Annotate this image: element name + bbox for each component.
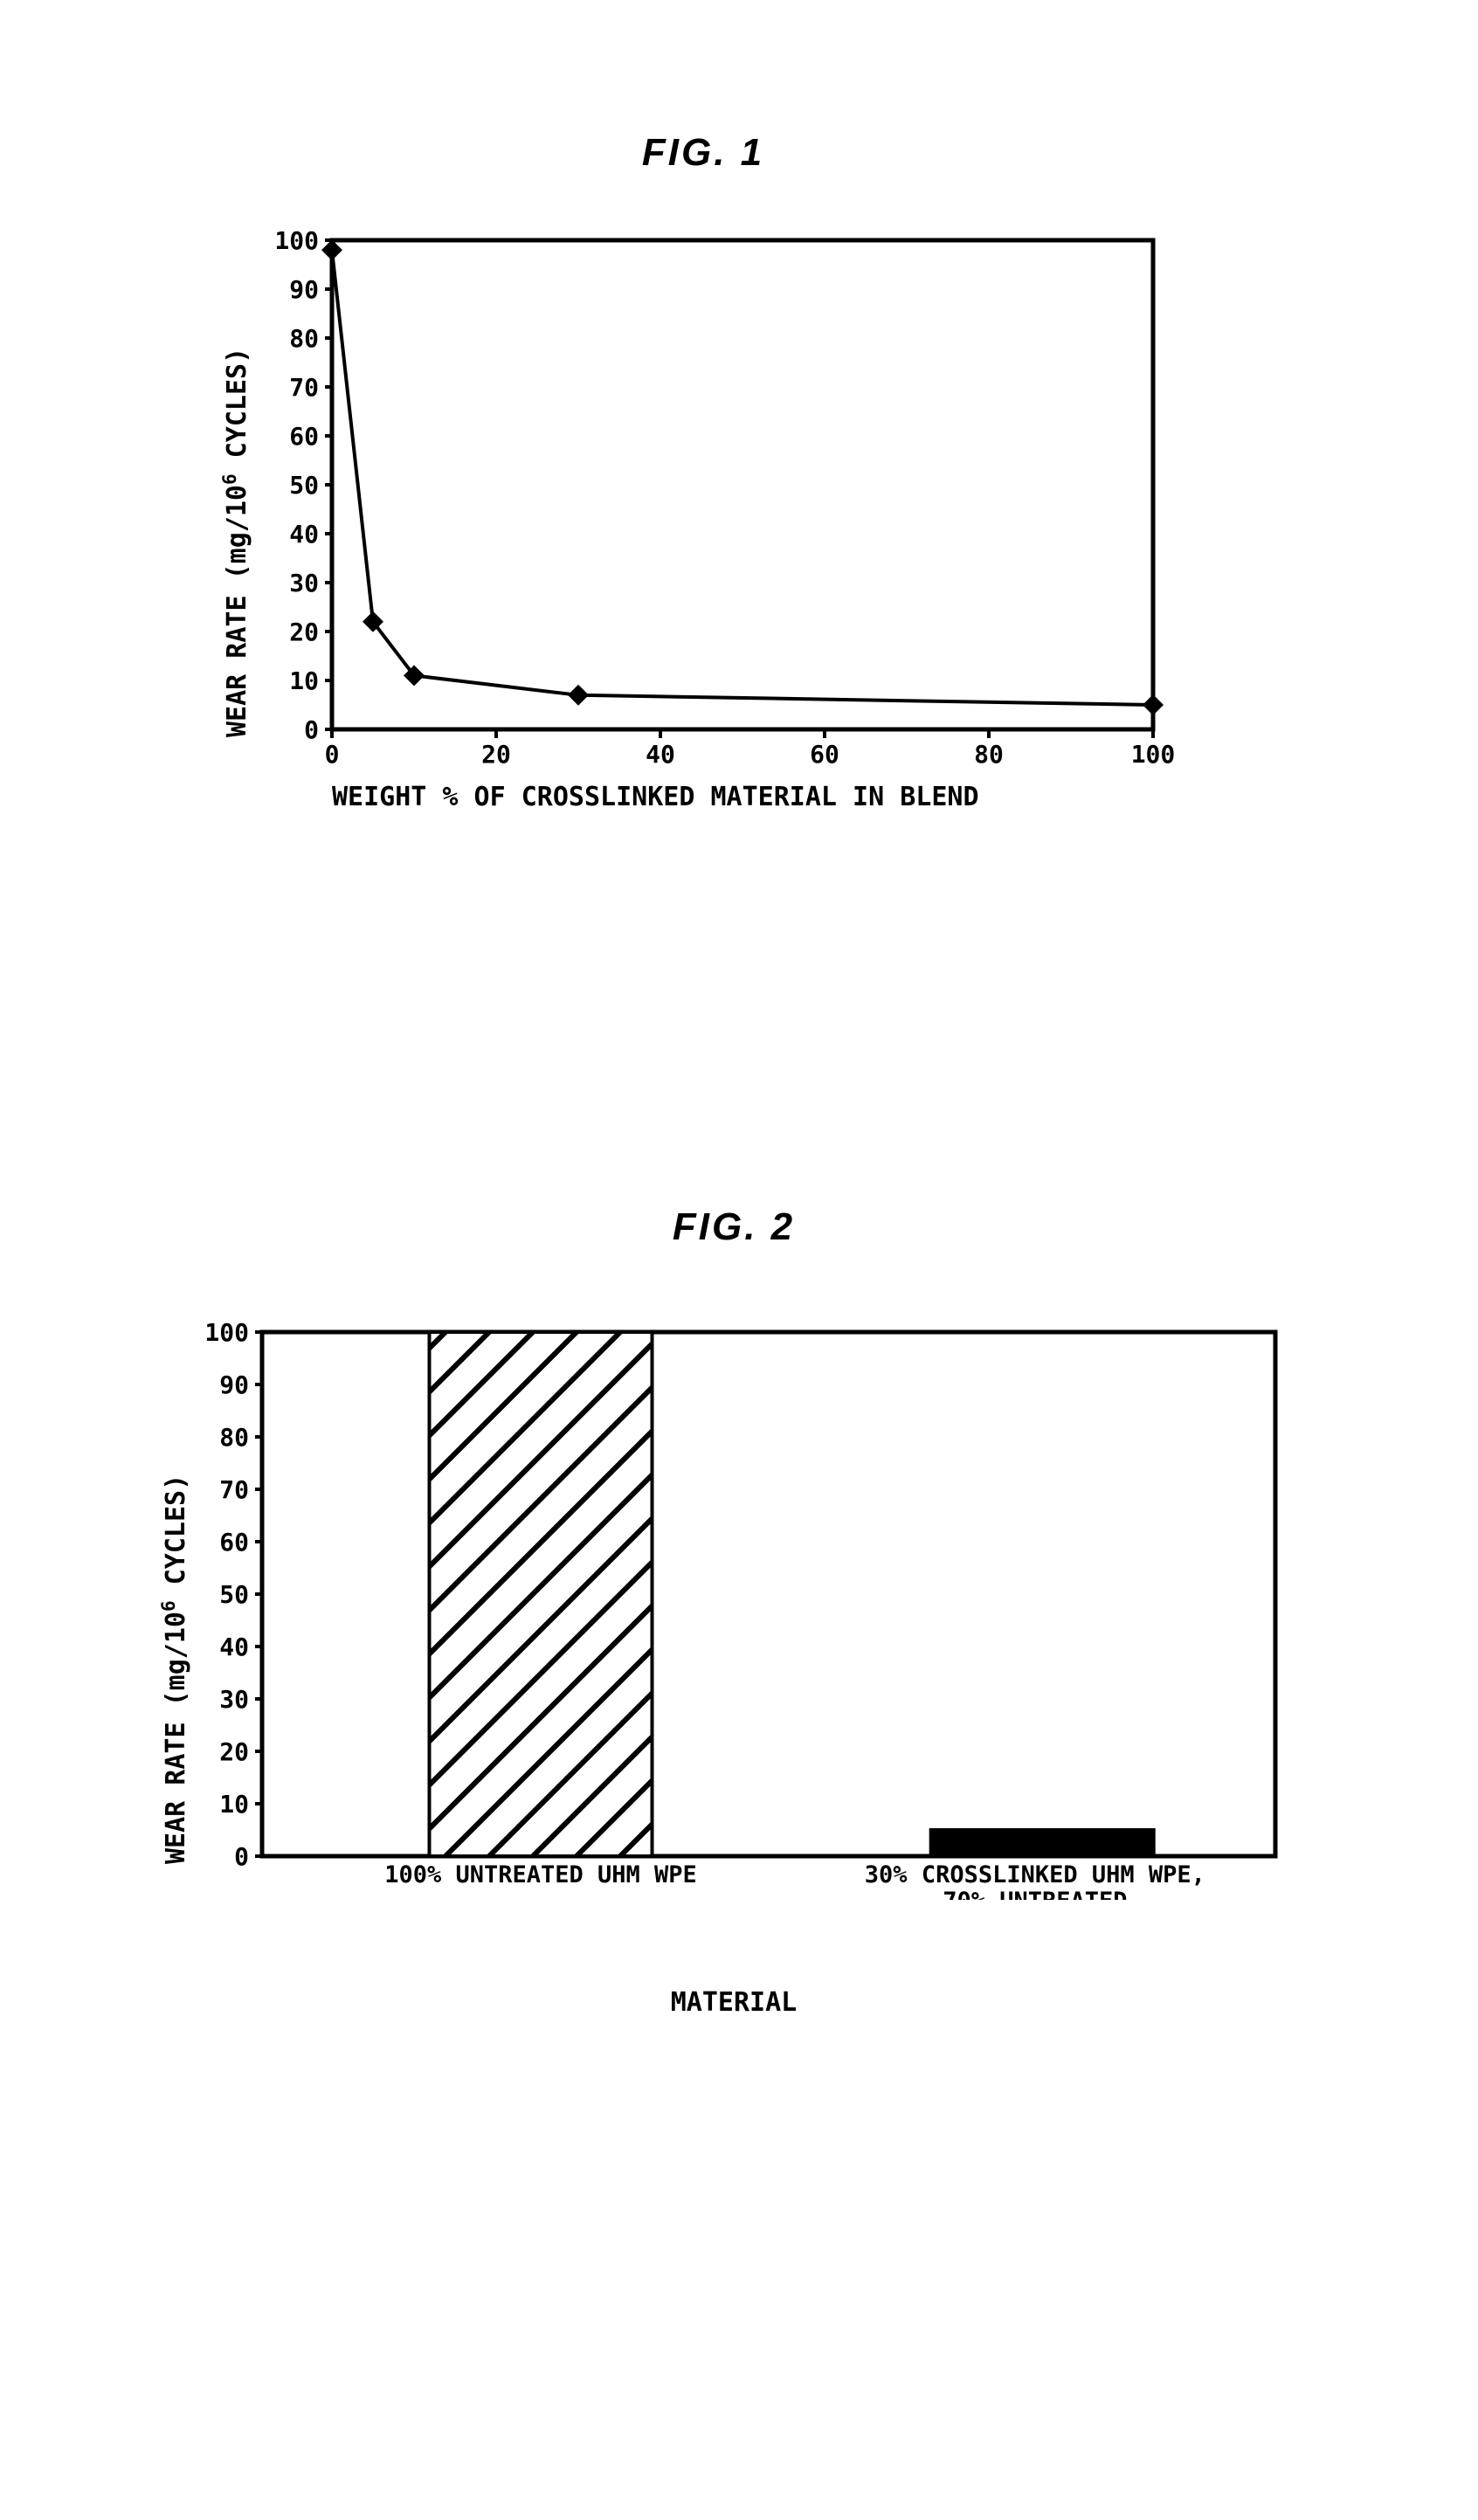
fig1-xlabel: WEIGHT % OF CROSSLINKED MATERIAL IN BLEN… [332, 782, 1153, 812]
svg-text:40: 40 [219, 1633, 249, 1661]
fig1-yticks: 0 10 20 30 40 50 60 70 80 90 100 [274, 226, 332, 744]
svg-text:100: 100 [1131, 740, 1176, 764]
svg-text:70: 70 [219, 1475, 249, 1504]
svg-text:40: 40 [289, 520, 319, 549]
svg-text:90: 90 [289, 275, 319, 304]
fig1-plot-border [332, 240, 1153, 729]
fig2-bar2-label: 30% CROSSLINKED UHM WPE, 70% UNTREATED H… [865, 1861, 1219, 1900]
fig1-title: FIG. 1 [227, 131, 1179, 175]
fig2-yticks: 0 10 20 30 40 50 60 70 80 90 100 [204, 1318, 262, 1871]
fig2-bar-1 [430, 1332, 653, 1856]
svg-text:10: 10 [289, 666, 319, 695]
svg-text:60: 60 [810, 740, 839, 764]
svg-text:100: 100 [274, 226, 319, 255]
svg-text:50: 50 [219, 1580, 249, 1609]
svg-text:40: 40 [646, 740, 675, 764]
fig2-chart: 0 10 20 30 40 50 60 70 80 90 100 100% UN… [157, 1315, 1310, 1900]
svg-text:20: 20 [219, 1737, 249, 1766]
fig2-ylabel: WEAR RATE (mg/106 CYCLES) [158, 1340, 191, 1864]
svg-text:80: 80 [219, 1423, 249, 1452]
svg-text:60: 60 [289, 422, 319, 451]
svg-text:60: 60 [219, 1528, 249, 1557]
svg-text:30: 30 [219, 1685, 249, 1714]
svg-text:90: 90 [219, 1370, 249, 1399]
fig1-chart: 0 10 20 30 40 50 60 70 80 90 100 0 20 40… [227, 223, 1179, 764]
fig2-xlabel: MATERIAL [157, 1987, 1310, 2018]
fig2-bar1-label: 100% UNTREATED UHM WPE [384, 1861, 697, 1888]
svg-text:0: 0 [304, 715, 319, 744]
svg-text:10: 10 [219, 1790, 249, 1819]
svg-text:80: 80 [289, 324, 319, 353]
svg-text:0: 0 [234, 1842, 249, 1871]
svg-text:20: 20 [289, 618, 319, 646]
svg-text:20: 20 [481, 740, 511, 764]
svg-text:100: 100 [204, 1318, 249, 1347]
fig1-ylabel: WEAR RATE (mg/106 CYCLES) [219, 248, 252, 737]
svg-text:70: 70 [289, 373, 319, 402]
svg-text:30: 30 [289, 569, 319, 597]
svg-text:50: 50 [289, 471, 319, 500]
svg-text:0: 0 [325, 740, 340, 764]
fig2-title: FIG. 2 [157, 1205, 1310, 1249]
fig2-bar-2 [931, 1830, 1154, 1856]
fig1-xticks: 0 20 40 60 80 100 [325, 729, 1176, 764]
fig2-plot-border [262, 1332, 1275, 1856]
page: FIG. 1 0 10 20 30 40 50 60 70 80 90 100 … [0, 0, 1478, 2520]
svg-text:80: 80 [974, 740, 1004, 764]
